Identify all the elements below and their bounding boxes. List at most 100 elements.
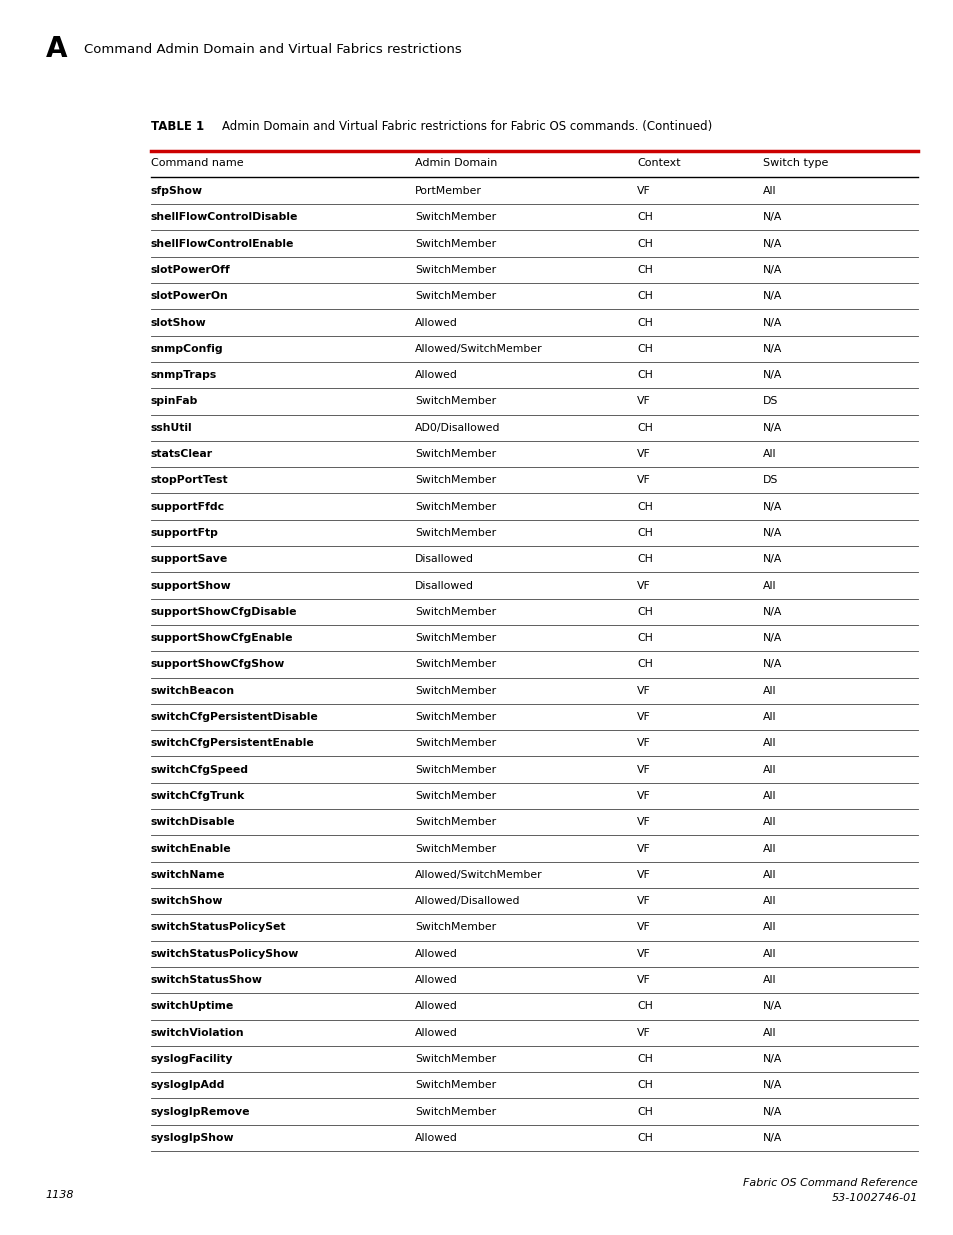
Text: SwitchMember: SwitchMember [415, 685, 496, 695]
Text: VF: VF [637, 739, 650, 748]
Text: All: All [762, 739, 776, 748]
Text: All: All [762, 685, 776, 695]
Text: spinFab: spinFab [151, 396, 198, 406]
Text: DS: DS [762, 396, 778, 406]
Text: VF: VF [637, 186, 650, 196]
Text: CH: CH [637, 1107, 653, 1116]
Text: Allowed: Allowed [415, 317, 457, 327]
Text: switchBeacon: switchBeacon [151, 685, 234, 695]
Text: CH: CH [637, 659, 653, 669]
Text: All: All [762, 713, 776, 722]
Text: SwitchMember: SwitchMember [415, 764, 496, 774]
Text: All: All [762, 186, 776, 196]
Text: VF: VF [637, 976, 650, 986]
Text: 1138: 1138 [46, 1191, 74, 1200]
Text: N/A: N/A [762, 370, 781, 380]
Text: syslogIpShow: syslogIpShow [151, 1132, 234, 1142]
Text: SwitchMember: SwitchMember [415, 475, 496, 485]
Text: N/A: N/A [762, 1053, 781, 1065]
Text: supportShowCfgShow: supportShowCfgShow [151, 659, 285, 669]
Text: N/A: N/A [762, 343, 781, 353]
Text: SwitchMember: SwitchMember [415, 818, 496, 827]
Text: N/A: N/A [762, 212, 781, 222]
Text: All: All [762, 976, 776, 986]
Text: switchViolation: switchViolation [151, 1028, 244, 1037]
Text: All: All [762, 790, 776, 802]
Text: switchCfgTrunk: switchCfgTrunk [151, 790, 245, 802]
Text: SwitchMember: SwitchMember [415, 450, 496, 459]
Text: Fabric OS Command Reference: Fabric OS Command Reference [742, 1178, 917, 1188]
Text: N/A: N/A [762, 264, 781, 275]
Text: CH: CH [637, 238, 653, 248]
Text: Admin Domain and Virtual Fabric restrictions for Fabric OS commands. (Continued): Admin Domain and Virtual Fabric restrict… [222, 120, 712, 133]
Text: switchShow: switchShow [151, 897, 223, 906]
Text: N/A: N/A [762, 1081, 781, 1091]
Text: switchStatusPolicySet: switchStatusPolicySet [151, 923, 286, 932]
Text: CH: CH [637, 291, 653, 301]
Text: All: All [762, 869, 776, 879]
Text: supportShow: supportShow [151, 580, 232, 590]
Text: SwitchMember: SwitchMember [415, 264, 496, 275]
Text: All: All [762, 844, 776, 853]
Text: CH: CH [637, 343, 653, 353]
Text: SwitchMember: SwitchMember [415, 844, 496, 853]
Text: SwitchMember: SwitchMember [415, 606, 496, 616]
Text: switchName: switchName [151, 869, 225, 879]
Text: SwitchMember: SwitchMember [415, 659, 496, 669]
Text: Disallowed: Disallowed [415, 580, 474, 590]
Text: VF: VF [637, 923, 650, 932]
Text: All: All [762, 1028, 776, 1037]
Text: All: All [762, 764, 776, 774]
Text: N/A: N/A [762, 1002, 781, 1011]
Text: VF: VF [637, 685, 650, 695]
Text: SwitchMember: SwitchMember [415, 634, 496, 643]
Text: N/A: N/A [762, 422, 781, 432]
Text: N/A: N/A [762, 527, 781, 538]
Text: switchCfgPersistentEnable: switchCfgPersistentEnable [151, 739, 314, 748]
Text: Command name: Command name [151, 158, 243, 168]
Text: DS: DS [762, 475, 778, 485]
Text: N/A: N/A [762, 1107, 781, 1116]
Text: CH: CH [637, 555, 653, 564]
Text: SwitchMember: SwitchMember [415, 291, 496, 301]
Text: A: A [46, 36, 68, 63]
Text: switchDisable: switchDisable [151, 818, 235, 827]
Text: N/A: N/A [762, 659, 781, 669]
Text: supportFtp: supportFtp [151, 527, 218, 538]
Text: CH: CH [637, 501, 653, 511]
Text: SwitchMember: SwitchMember [415, 1053, 496, 1065]
Text: slotShow: slotShow [151, 317, 206, 327]
Text: AD0/Disallowed: AD0/Disallowed [415, 422, 500, 432]
Text: supportShowCfgEnable: supportShowCfgEnable [151, 634, 293, 643]
Text: All: All [762, 897, 776, 906]
Text: Context: Context [637, 158, 680, 168]
Text: switchEnable: switchEnable [151, 844, 232, 853]
Text: switchCfgSpeed: switchCfgSpeed [151, 764, 249, 774]
Text: VF: VF [637, 580, 650, 590]
Text: VF: VF [637, 764, 650, 774]
Text: SwitchMember: SwitchMember [415, 790, 496, 802]
Text: SwitchMember: SwitchMember [415, 238, 496, 248]
Text: All: All [762, 450, 776, 459]
Text: N/A: N/A [762, 555, 781, 564]
Text: N/A: N/A [762, 634, 781, 643]
Text: Switch type: Switch type [762, 158, 828, 168]
Text: Allowed: Allowed [415, 1028, 457, 1037]
Text: CH: CH [637, 1002, 653, 1011]
Text: CH: CH [637, 1053, 653, 1065]
Text: VF: VF [637, 869, 650, 879]
Text: switchStatusShow: switchStatusShow [151, 976, 262, 986]
Text: sfpShow: sfpShow [151, 186, 203, 196]
Text: Disallowed: Disallowed [415, 555, 474, 564]
Text: CH: CH [637, 1081, 653, 1091]
Text: Allowed: Allowed [415, 1132, 457, 1142]
Text: syslogIpAdd: syslogIpAdd [151, 1081, 225, 1091]
Text: SwitchMember: SwitchMember [415, 739, 496, 748]
Text: SwitchMember: SwitchMember [415, 527, 496, 538]
Text: SwitchMember: SwitchMember [415, 501, 496, 511]
Text: CH: CH [637, 264, 653, 275]
Text: 53-1002746-01: 53-1002746-01 [830, 1193, 917, 1203]
Text: Admin Domain: Admin Domain [415, 158, 497, 168]
Text: All: All [762, 923, 776, 932]
Text: CH: CH [637, 606, 653, 616]
